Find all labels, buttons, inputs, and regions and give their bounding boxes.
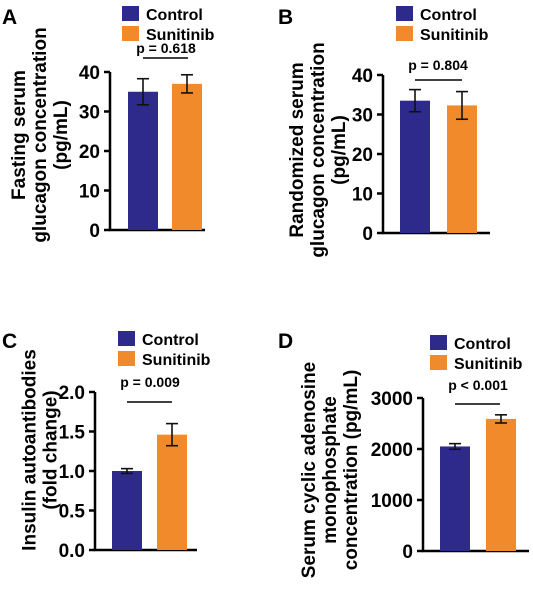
bar-control	[400, 100, 430, 233]
p-value-label: p = 0.009	[120, 374, 180, 390]
y-tick-label: 30	[79, 103, 100, 124]
legend-label-sunitinib: Sunitinib	[146, 27, 215, 44]
legend: Control Sunitinib	[396, 6, 489, 44]
y-tick-label: 0.5	[59, 502, 86, 523]
bar-control	[128, 91, 158, 230]
p-value-label: p = 0.804	[408, 57, 468, 73]
legend-swatch-control	[122, 6, 139, 21]
panel-letter: A	[2, 6, 17, 29]
p-value-label: p = 0.618	[136, 40, 196, 56]
panel-letter: D	[278, 330, 293, 353]
y-tick-label: 10	[352, 185, 373, 206]
panel-a: A Control Sunitinib 0 10 20 30 40 p = 0.618 Fasti…	[2, 6, 215, 243]
y-tick-label: 30	[352, 106, 373, 127]
p-value-label: p < 0.001	[448, 377, 508, 393]
y-axis-label: Serum cyclic adenosine monophosphate conce…	[299, 362, 362, 579]
legend: Control Sunitinib	[118, 331, 211, 369]
bar-control	[112, 471, 142, 550]
legend-label-control: Control	[454, 336, 511, 353]
legend: Control Sunitinib	[430, 335, 523, 373]
y-tick-label: 3000	[371, 389, 413, 410]
bar-sunitinib	[172, 83, 202, 230]
y-tick-label: 40	[79, 63, 100, 84]
bar-sunitinib	[157, 434, 187, 550]
legend-swatch-sunitinib	[122, 26, 139, 41]
y-tick-label: 20	[352, 145, 373, 166]
legend-swatch-sunitinib	[396, 26, 413, 41]
y-tick-label: 0.0	[59, 541, 85, 562]
y-axis-label-line: Insulin autoantibodies	[20, 349, 41, 551]
legend-swatch-sunitinib	[118, 351, 135, 366]
panel-letter: B	[278, 6, 293, 29]
y-axis-label-line: (pg/mL)	[329, 115, 350, 185]
y-tick-label: 0	[89, 221, 100, 242]
y-tick-label: 20	[79, 142, 100, 163]
legend-swatch-control	[396, 6, 413, 21]
y-tick-label: 0	[362, 224, 373, 245]
y-axis-label-line: Serum cyclic adenosine	[299, 362, 320, 579]
y-tick-label: 1.0	[59, 462, 85, 483]
y-tick-label: 1.5	[59, 423, 86, 444]
y-tick-label: 10	[79, 182, 100, 203]
legend-swatch-sunitinib	[430, 355, 447, 370]
bar-control	[440, 446, 470, 551]
y-axis-label: Insulin autoantibodies (fold change)	[20, 349, 62, 551]
y-tick-label: 2000	[371, 440, 413, 461]
legend-label-sunitinib: Sunitinib	[454, 356, 523, 373]
panel-b: B Control Sunitinib 0 10 20 30 40 p = 0.804 Rando…	[278, 6, 490, 258]
legend-swatch-control	[430, 335, 447, 350]
y-axis-label: Randomized serum glucagon concentration (p…	[287, 42, 350, 257]
legend: Control Sunitinib	[122, 6, 215, 44]
panel-d: D Control Sunitinib 0 1000 2000 3000 p < 0.001 S…	[278, 330, 529, 578]
y-axis-label: Fasting serum glucagon concentration (pg/m…	[9, 27, 72, 242]
legend-label-sunitinib: Sunitinib	[142, 352, 211, 369]
legend-swatch-control	[118, 331, 135, 346]
y-tick-label: 0	[402, 542, 413, 563]
y-axis-label-line: Randomized serum	[287, 62, 308, 237]
y-axis-label-line: (pg/mL)	[51, 100, 72, 170]
y-tick-label: 40	[352, 66, 373, 87]
y-axis-label-line: glucagon concentration	[308, 42, 329, 257]
y-axis-label-line: monophosphate	[320, 396, 341, 544]
y-tick-label: 2.0	[59, 383, 85, 404]
y-tick-label: 1000	[371, 491, 413, 512]
panel-c: C Control Sunitinib 0.0 0.5 1.0 1.5 2.0 p = 0.00…	[2, 330, 211, 562]
legend-label-control: Control	[420, 7, 477, 24]
bar-sunitinib	[486, 418, 516, 551]
y-axis-label-line: (fold change)	[41, 390, 62, 509]
legend-label-control: Control	[142, 332, 199, 349]
legend-label-sunitinib: Sunitinib	[420, 27, 489, 44]
legend-label-control: Control	[146, 7, 203, 24]
bar-sunitinib	[447, 105, 477, 233]
panel-letter: C	[2, 330, 17, 353]
y-axis-label-line: glucagon concentration	[30, 27, 51, 242]
y-axis-label-line: concentration (pg/mL)	[341, 370, 362, 571]
y-axis-label-line: Fasting serum	[9, 70, 30, 200]
